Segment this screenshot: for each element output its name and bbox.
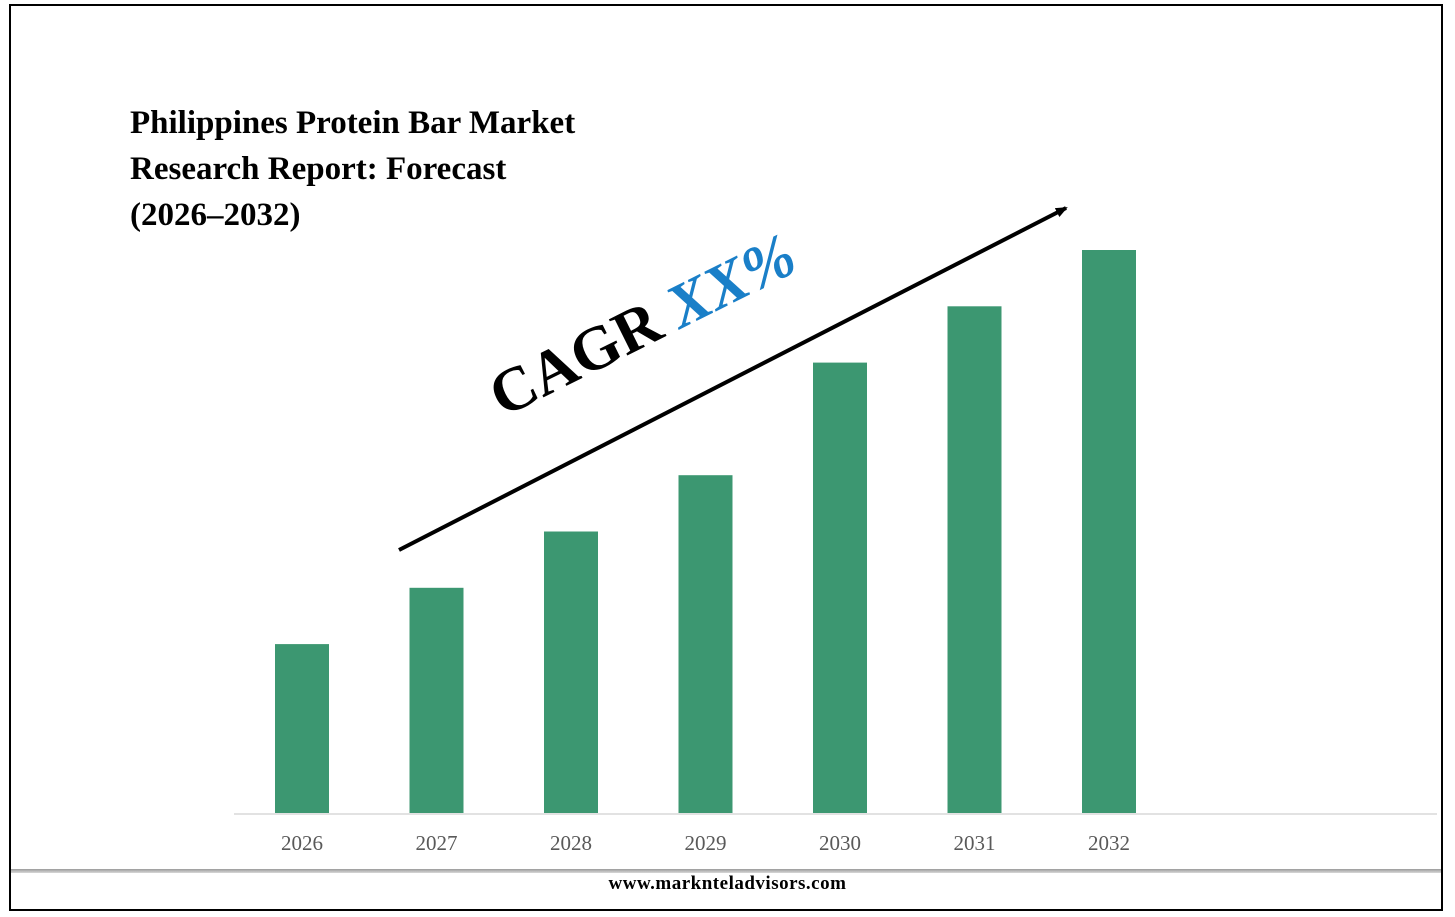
x-tick-label-2026: 2026 — [281, 831, 323, 855]
bar-2030 — [813, 362, 867, 813]
x-tick-labels: 2026 2027 2028 2029 2030 2031 2032 — [281, 831, 1130, 855]
bar-2026 — [275, 644, 329, 813]
x-tick-label-2030: 2030 — [819, 831, 861, 855]
bar-2029 — [678, 475, 733, 813]
chart-title: Philippines Protein Bar Market Research … — [130, 105, 576, 233]
x-tick-label-2032: 2032 — [1088, 831, 1130, 855]
trend-arrow — [398, 206, 1068, 552]
bar-2031 — [947, 306, 1002, 813]
x-tick-label-2031: 2031 — [954, 831, 996, 855]
bar-2032 — [1082, 250, 1136, 813]
x-tick-label-2028: 2028 — [550, 831, 592, 855]
footer-divider — [11, 869, 1441, 873]
bars-group — [275, 250, 1136, 813]
x-tick-label-2027: 2027 — [416, 831, 458, 855]
x-tick-label-2029: 2029 — [685, 831, 727, 855]
bar-2027 — [409, 587, 464, 813]
bar-2028 — [544, 531, 598, 813]
footer-url: www.marknteladvisors.com — [608, 873, 847, 894]
